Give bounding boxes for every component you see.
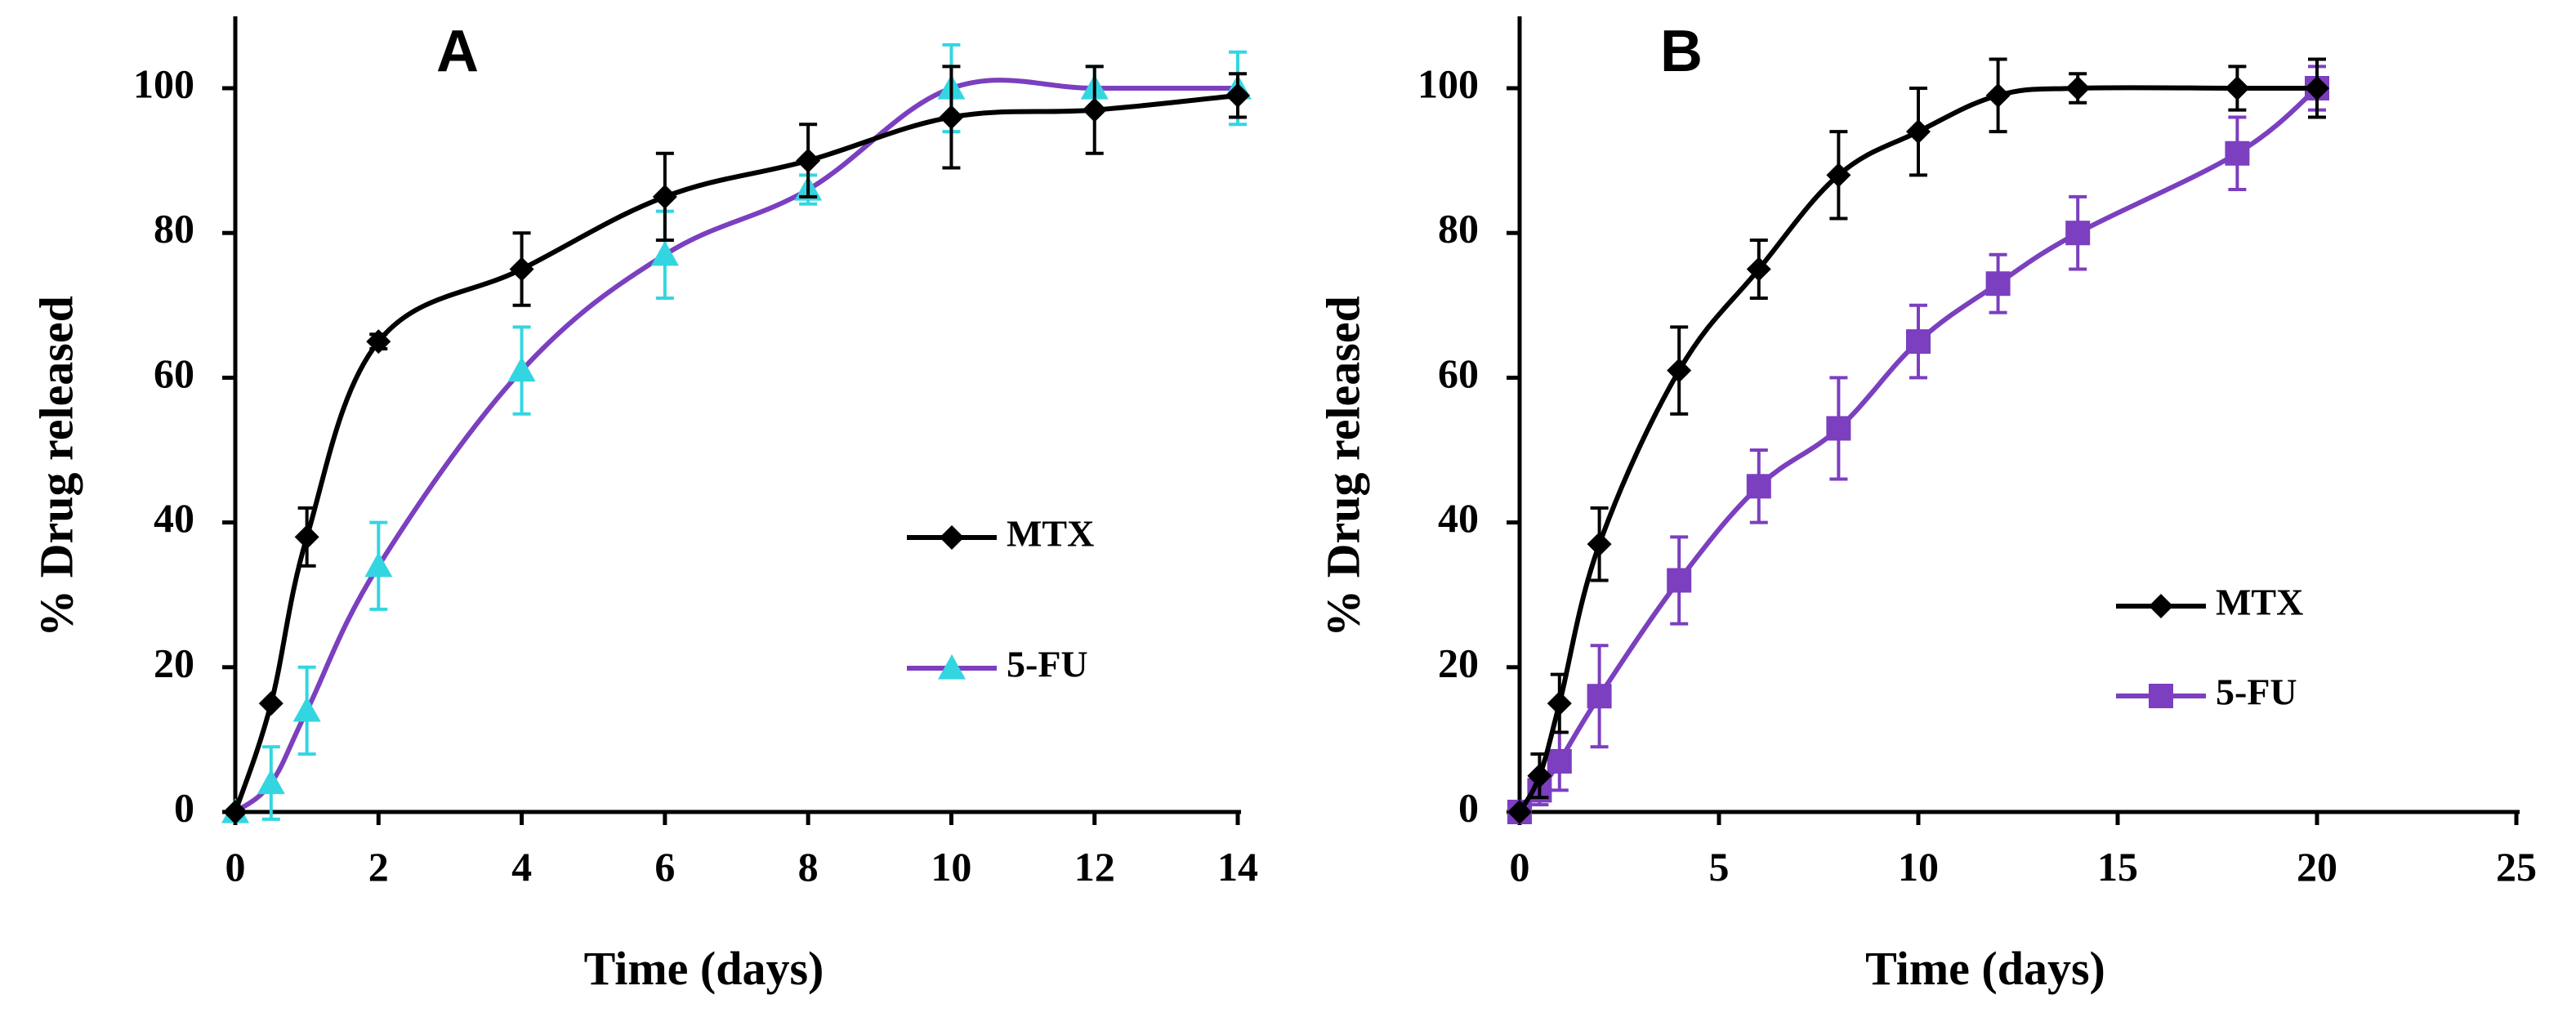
x-tick-label: 0 [225,844,246,890]
y-tick-label: 0 [174,784,194,830]
legend-marker [2149,684,2173,708]
legend-label: MTX [2216,582,2303,623]
data-point [1082,97,1107,123]
x-tick-label: 4 [511,844,532,890]
data-point [1527,763,1552,788]
data-point [1826,163,1851,188]
data-point [1667,568,1692,593]
data-point [507,356,536,382]
data-point [1547,691,1572,716]
legend-label: 5-FU [1007,644,1088,685]
y-tick-label: 20 [1438,640,1479,685]
x-tick-label: 2 [368,844,389,890]
y-axis-title: % Drug released [29,296,83,637]
data-point [1587,684,1612,709]
x-tick-label: 15 [2097,844,2138,890]
legend: MTX 5-FU [2116,582,2303,713]
x-tick-label: 8 [798,844,819,890]
x-tick-label: 0 [1510,844,1530,890]
x-axis-title: Time (days) [1865,942,2105,995]
y-tick-label: 40 [154,495,194,541]
y-tick-label: 60 [1438,350,1479,396]
data-point [1507,800,1532,824]
series-line-mtx [233,92,1239,813]
data-point [294,524,319,550]
legend-label: 5-FU [2216,671,2297,713]
data-point [939,105,964,130]
legend-marker [2149,594,2173,618]
series-5-fu [1507,65,2329,824]
x-tick-label: 20 [2297,844,2337,890]
x-tick-label: 5 [1709,844,1730,890]
data-point [223,800,248,824]
y-tick-label: 20 [154,640,194,685]
x-axis-title: Time (days) [584,942,824,995]
legend-item-mtx: MTX [2116,582,2303,623]
series-5-fu [221,42,1252,823]
data-point [2065,76,2091,100]
data-point [1826,416,1851,441]
data-point [1225,83,1250,108]
data-point [1667,358,1692,383]
data-point [796,148,821,173]
x-tick-label: 25 [2496,844,2537,890]
data-point [364,551,393,578]
legend-item-5-fu: 5-FU [907,644,1088,685]
data-point [2225,76,2250,100]
x-tick-label: 10 [931,844,971,890]
data-point [1906,329,1931,355]
data-point [366,329,391,355]
data-point [258,691,283,716]
x-tick-label: 10 [1898,844,1939,890]
y-axis-title: % Drug released [1316,296,1369,637]
y-tick-label: 60 [154,350,194,396]
legend-label: MTX [1007,513,1094,555]
data-point [292,696,321,722]
data-point [509,256,534,282]
y-tick-label: 80 [154,206,194,252]
data-point [2305,76,2329,100]
legend-marker [940,525,964,550]
data-point [1985,271,2011,297]
x-tick-label: 14 [1217,844,1258,890]
series-line-mtx [1517,85,2317,814]
data-point [652,184,677,209]
data-point [2225,141,2250,166]
data-point [1985,83,2011,108]
data-point [1547,748,1572,774]
panel-label: B [1660,19,1703,84]
series-mtx [223,65,1250,824]
y-tick-label: 80 [1438,206,1479,252]
data-point [650,240,679,266]
legend: MTX 5-FU [907,513,1094,685]
x-tick-label: 12 [1074,844,1115,890]
legend-item-mtx: MTX [907,513,1094,555]
x-tick-label: 6 [654,844,675,890]
legend-item-5-fu: 5-FU [2116,671,2297,713]
y-tick-label: 0 [1458,784,1479,830]
y-tick-label: 100 [133,60,194,106]
legend-marker [938,654,966,680]
series-line-5-fu [234,78,1238,814]
data-point [1587,532,1612,557]
data-point [257,769,285,795]
data-point [1906,119,1931,145]
data-point [2065,221,2091,246]
data-point [1746,474,1771,499]
y-tick-label: 100 [1417,60,1479,106]
panel-label: A [436,19,479,84]
data-point [1746,256,1771,282]
series-mtx [1507,57,2329,824]
chart-panel-b: B 0 20 40 60 80 100 0 5 10 15 20 25 Time (days) % Drug… [1316,16,2537,995]
y-tick-label: 40 [1438,495,1479,541]
chart-panel-a: A 0 20 40 60 80 100 0 2 4 6 8 10 12 14 Time (days) % Dru… [29,16,1258,995]
